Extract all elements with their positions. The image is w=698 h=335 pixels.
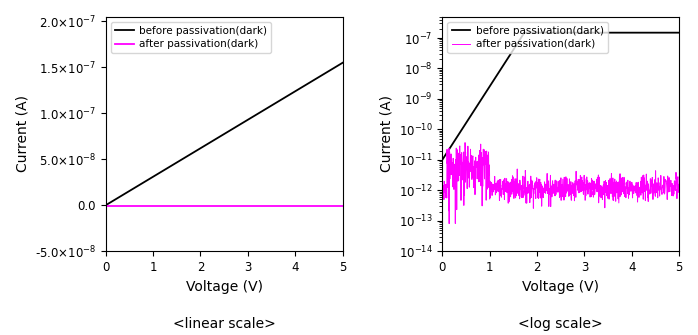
before passivation(dark)	[438, 158, 447, 162]
before passivation(dark)	[333, 64, 341, 68]
before passivation(dark)	[520, 31, 528, 35]
after passivation(dark)	[242, 204, 251, 208]
after passivation(dark)	[601, 179, 609, 183]
Line: before passivation(dark): before passivation(dark)	[443, 33, 679, 160]
Text: <linear scale>: <linear scale>	[173, 317, 276, 331]
after passivation(dark)	[623, 192, 632, 196]
Line: before passivation(dark): before passivation(dark)	[105, 63, 343, 205]
before passivation(dark)	[339, 61, 347, 65]
before passivation(dark)	[529, 31, 537, 35]
before passivation(dark)	[465, 116, 473, 120]
after passivation(dark)	[543, 172, 551, 176]
after passivation(dark)	[339, 204, 347, 208]
before passivation(dark)	[242, 118, 251, 122]
Legend: before passivation(dark), after passivation(dark): before passivation(dark), after passivat…	[111, 22, 271, 53]
X-axis label: Voltage (V): Voltage (V)	[522, 279, 600, 293]
Line: after passivation(dark): after passivation(dark)	[443, 143, 679, 224]
before passivation(dark)	[230, 126, 238, 130]
before passivation(dark)	[101, 203, 110, 207]
after passivation(dark)	[463, 169, 471, 173]
after passivation(dark)	[628, 180, 636, 184]
Y-axis label: Current (A): Current (A)	[15, 95, 29, 173]
after passivation(dark)	[675, 190, 683, 194]
Legend: before passivation(dark), after passivation(dark): before passivation(dark), after passivat…	[447, 22, 608, 53]
Y-axis label: Current (A): Current (A)	[379, 95, 393, 173]
before passivation(dark)	[675, 31, 683, 35]
before passivation(dark)	[216, 135, 224, 139]
before passivation(dark)	[671, 31, 679, 35]
before passivation(dark)	[645, 31, 653, 35]
X-axis label: Voltage (V): Voltage (V)	[186, 279, 262, 293]
after passivation(dark)	[101, 204, 110, 208]
after passivation(dark)	[438, 175, 447, 179]
after passivation(dark)	[296, 204, 304, 208]
after passivation(dark)	[445, 222, 453, 226]
after passivation(dark)	[214, 204, 223, 208]
before passivation(dark)	[479, 94, 487, 98]
after passivation(dark)	[461, 141, 469, 145]
before passivation(dark)	[296, 86, 304, 90]
Text: <log scale>: <log scale>	[519, 317, 603, 331]
before passivation(dark)	[214, 136, 223, 140]
before passivation(dark)	[540, 31, 548, 35]
after passivation(dark)	[535, 177, 543, 181]
after passivation(dark)	[230, 204, 238, 208]
after passivation(dark)	[333, 204, 341, 208]
after passivation(dark)	[216, 204, 224, 208]
